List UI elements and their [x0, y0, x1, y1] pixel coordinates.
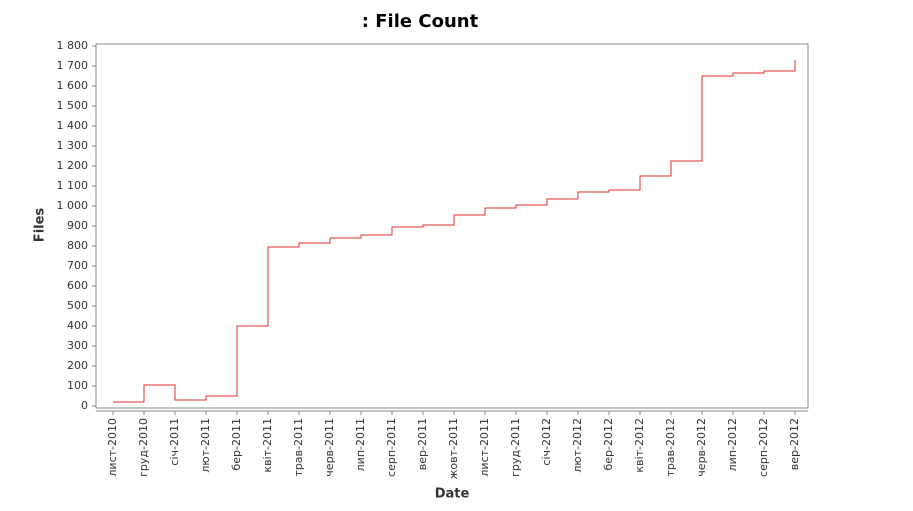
x-tick-label: січ-2011: [168, 418, 181, 466]
y-tick-label: 600: [67, 279, 88, 292]
chart-title: : File Count: [362, 11, 479, 32]
x-tick-label: серп-2012: [757, 418, 770, 477]
y-tick-label: 100: [67, 379, 88, 392]
plot-frame: [95, 43, 809, 409]
y-tick-label: 1 600: [57, 79, 89, 92]
x-axis-label: Date: [435, 487, 470, 502]
x-tick-label: трав-2012: [664, 418, 677, 477]
x-tick-label: серп-2011: [385, 418, 398, 477]
x-tick-label: квіт-2012: [633, 418, 646, 473]
y-tick-label: 1 200: [57, 159, 89, 172]
x-tick-label: лист-2011: [478, 418, 491, 477]
y-tick-label: 1 700: [57, 59, 89, 72]
y-tick-label: 1 300: [57, 139, 89, 152]
y-tick-label: 200: [67, 359, 88, 372]
x-tick-label: бер-2012: [602, 418, 615, 471]
x-tick-label: січ-2012: [540, 418, 553, 466]
y-axis-label: Files: [33, 208, 48, 243]
x-tick-label: черв-2011: [323, 418, 336, 477]
y-tick-label: 1 100: [57, 179, 89, 192]
x-tick-label: лют-2012: [571, 418, 584, 473]
x-tick-label: груд-2011: [509, 418, 522, 477]
x-tick-label: лист-2010: [106, 418, 119, 477]
x-tick-label: трав-2011: [292, 418, 305, 477]
x-tick-label: квіт-2011: [261, 418, 274, 473]
y-tick-label: 500: [67, 299, 88, 312]
y-tick-label: 400: [67, 319, 88, 332]
x-tick-label: лип-2012: [726, 418, 739, 471]
y-tick-label: 1 500: [57, 99, 89, 112]
x-tick-label: вер-2011: [416, 418, 429, 470]
y-tick-label: 1 800: [57, 39, 89, 52]
x-tick-label: вер-2012: [788, 418, 801, 470]
y-tick-label: 1 400: [57, 119, 89, 132]
y-tick-label: 800: [67, 239, 88, 252]
y-tick-label: 1 000: [57, 199, 89, 212]
x-tick-label: черв-2012: [695, 418, 708, 477]
x-tick-label: бер-2011: [230, 418, 243, 471]
x-tick-label: жовт-2011: [447, 418, 460, 480]
data-line: [113, 60, 796, 403]
y-tick-label: 700: [67, 259, 88, 272]
x-tick-label: лют-2011: [199, 418, 212, 473]
x-tick-label: груд-2010: [137, 418, 150, 477]
y-tick-label: 300: [67, 339, 88, 352]
y-tick-label: 900: [67, 219, 88, 232]
x-tick-label: лип-2011: [354, 418, 367, 471]
y-tick-label: 0: [81, 399, 88, 412]
